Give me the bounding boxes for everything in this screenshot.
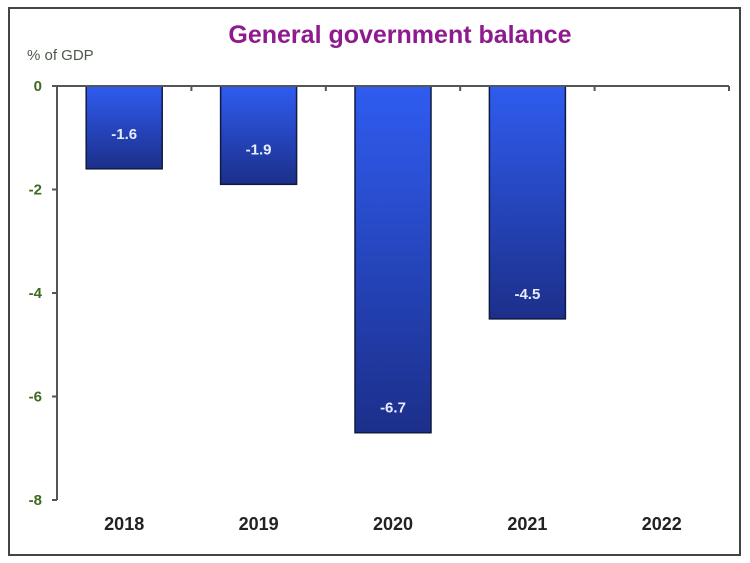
- bar-2021: [488, 85, 567, 320]
- data-label-2021: -4.5: [514, 286, 540, 303]
- bar-2020: [354, 85, 432, 434]
- x-tick-label-2019: 2019: [239, 514, 279, 534]
- y-tick-label: -6: [29, 389, 42, 406]
- data-label-2020: -6.7: [380, 400, 406, 417]
- y-tick-label: -2: [29, 182, 42, 199]
- chart-title: General government balance: [228, 21, 571, 49]
- x-tick-label-2018: 2018: [104, 514, 144, 534]
- y-tick-label: -8: [29, 492, 42, 509]
- y-axis-label: % of GDP: [27, 47, 94, 64]
- x-tick-label-2020: 2020: [373, 514, 413, 534]
- bar-2019: [219, 85, 298, 186]
- x-tick-label-2021: 2021: [507, 514, 547, 534]
- x-tick-label-2022: 2022: [642, 514, 682, 534]
- y-tick-label: 0: [34, 78, 42, 95]
- bar-2018: [85, 85, 163, 170]
- y-tick-label: -4: [29, 285, 43, 302]
- data-label-2019: -1.9: [246, 141, 272, 158]
- data-label-2018: -1.6: [111, 126, 137, 143]
